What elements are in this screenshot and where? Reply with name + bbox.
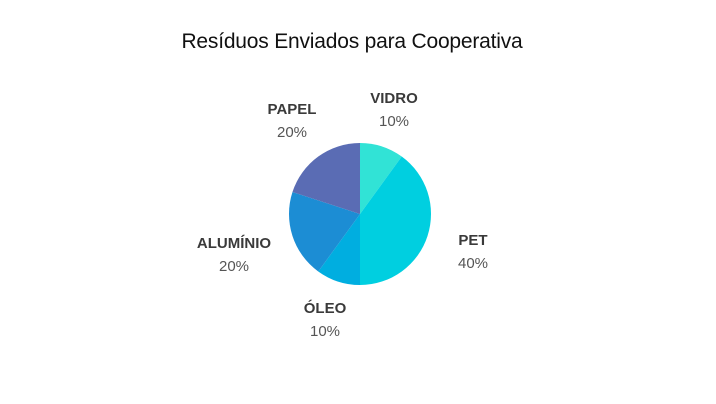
slice-label-name: PAPEL <box>268 101 317 118</box>
slice-label-value: 40% <box>458 255 488 272</box>
pie-slice-pet <box>360 156 431 285</box>
slice-label-value: 10% <box>379 113 409 130</box>
pie-slice-vidro <box>360 143 402 214</box>
slice-label-value: 20% <box>277 124 307 141</box>
pie-slice-papel <box>292 143 360 214</box>
pie-slice-óleo <box>318 214 360 285</box>
slice-label-name: ALUMÍNIO <box>197 235 271 252</box>
slice-labels: VIDRO 10% PET 40% ÓLEO 10% ALUMÍNIO 20% PAPEL 20% <box>197 90 488 340</box>
slice-label-name: PET <box>458 232 487 249</box>
slice-label-name: ÓLEO <box>304 299 347 317</box>
slice-label-value: 10% <box>310 323 340 340</box>
pie-slice-alumínio <box>289 192 360 272</box>
pie-slices <box>289 143 431 285</box>
slice-label-name: VIDRO <box>370 90 418 107</box>
slice-label-value: 20% <box>219 258 249 275</box>
chart-title: Resíduos Enviados para Cooperativa <box>181 30 523 53</box>
